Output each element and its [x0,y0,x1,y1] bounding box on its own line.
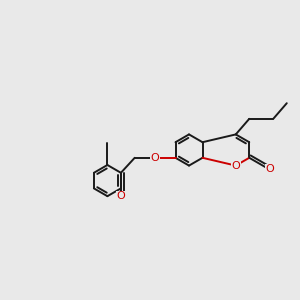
Text: O: O [151,153,160,163]
Text: O: O [116,191,125,201]
Text: O: O [265,164,274,175]
Text: O: O [231,160,240,171]
